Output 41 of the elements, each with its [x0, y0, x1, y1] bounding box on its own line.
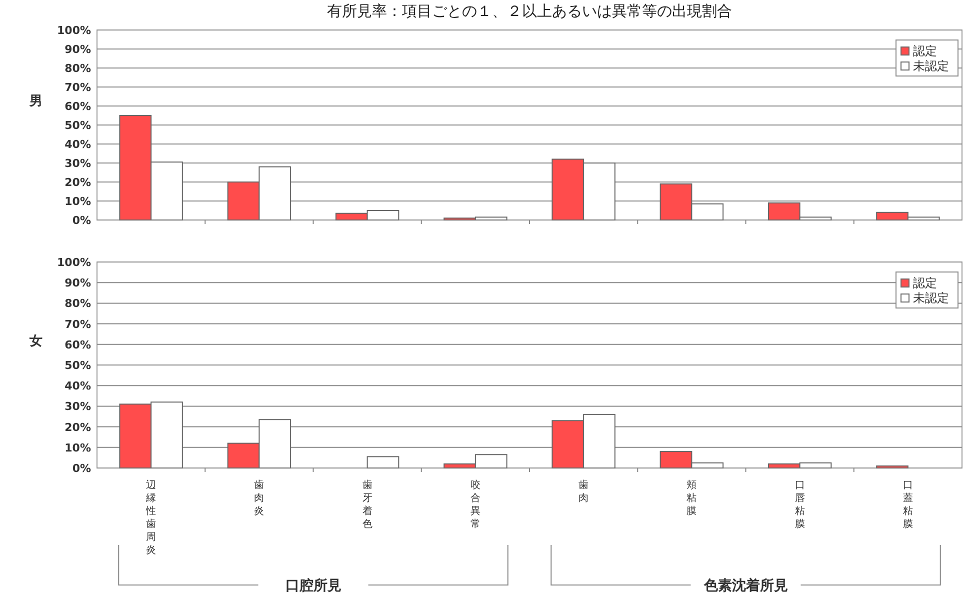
y-tick-label: 30% [64, 157, 91, 170]
x-tick-label: 口唇粘膜 [794, 480, 805, 530]
y-tick-label: 100% [57, 256, 91, 269]
x-tick-label: 辺縁性歯周炎 [145, 479, 156, 556]
x-tick-label: 歯肉炎 [254, 479, 264, 517]
y-axis-title: 女 [28, 334, 42, 349]
y-tick-label: 0% [72, 462, 91, 475]
legend-label: 未認定 [913, 291, 949, 305]
y-tick-label: 90% [64, 276, 91, 290]
y-tick-label: 10% [64, 441, 91, 454]
y-tick-label: 70% [64, 81, 91, 94]
legend-label: 認定 [913, 44, 937, 58]
text: 色素沈着所見 [702, 577, 788, 594]
y-tick-label: 50% [64, 359, 91, 372]
y-axis-title: 男 [28, 94, 42, 109]
x-tick-label: 口蓋粘膜 [902, 480, 913, 530]
y-tick-label: 70% [64, 318, 91, 331]
y-tick-label: 50% [64, 119, 91, 132]
y-tick-label: 100% [57, 24, 91, 37]
y-tick-label: 30% [64, 400, 91, 414]
text: 口腔所見 [285, 577, 342, 594]
x-tick-label: 頬粘膜 [686, 479, 697, 517]
bar [876, 465, 908, 468]
y-tick-label: 60% [64, 100, 91, 113]
y-tick-label: 0% [72, 214, 91, 227]
bar [366, 456, 400, 468]
legend-label: 未認定 [913, 59, 949, 73]
x-tick-label: 咬合異常 [470, 479, 480, 530]
chart-title: 有所見率：項目ごとの１、２以上あるいは異常等の出現割合 [327, 2, 732, 20]
y-tick-label: 90% [64, 43, 91, 56]
y-tick-label: 60% [64, 338, 91, 352]
y-tick-label: 20% [64, 176, 91, 189]
legend-label: 認定 [913, 276, 937, 290]
x-tick-label: 歯牙着色 [362, 479, 372, 530]
y-tick-label: 10% [64, 195, 91, 208]
y-tick-label: 40% [64, 380, 91, 393]
y-tick-label: 80% [64, 62, 91, 75]
y-tick-label: 80% [64, 297, 91, 310]
x-tick-label: 歯肉 [578, 479, 589, 504]
y-tick-label: 20% [64, 420, 91, 434]
y-tick-label: 40% [64, 138, 91, 151]
